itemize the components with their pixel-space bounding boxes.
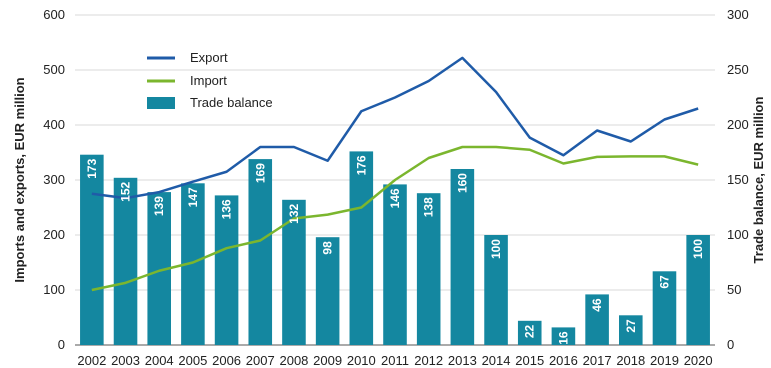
right-tick-label: 50: [727, 282, 741, 297]
bar-data-label: 146: [388, 188, 402, 208]
bar-data-label: 27: [624, 319, 638, 333]
bar-data-label: 46: [590, 298, 604, 312]
trade-balance-bar: [80, 154, 104, 345]
legend-trade-balance-swatch: [147, 97, 175, 109]
x-tick-label: 2011: [381, 353, 409, 368]
trade-balance-bar: [450, 169, 475, 345]
left-tick-label: 500: [43, 62, 65, 77]
right-tick-label: 200: [727, 117, 749, 132]
bar-data-label: 139: [152, 196, 166, 216]
x-tick-label: 2018: [616, 353, 645, 368]
x-tick-label: 2019: [650, 353, 679, 368]
import-line: [91, 145, 699, 292]
x-tick-label: 2020: [684, 353, 713, 368]
trade-balance-bar: [383, 184, 407, 345]
x-tick-label: 2013: [448, 353, 477, 368]
bar-data-label: 22: [523, 324, 537, 338]
x-tick-label: 2007: [246, 353, 275, 368]
x-tick-label: 2006: [212, 353, 241, 368]
bar-data-label: 147: [186, 187, 200, 207]
legend: Export Import Trade balance: [147, 50, 273, 110]
x-tick-label: 2014: [482, 353, 511, 368]
trade-balance-bar: [248, 159, 273, 345]
x-tick-label: 2004: [145, 353, 174, 368]
trade-balance-bar: [585, 294, 609, 345]
x-tick-label: 2003: [111, 353, 140, 368]
x-tick-label: 2005: [178, 353, 207, 368]
x-tick-label: 2010: [347, 353, 376, 368]
x-tick-label: 2012: [414, 353, 443, 368]
left-tick-label: 300: [43, 172, 65, 187]
x-tick-label: 2008: [279, 353, 308, 368]
bar-data-label: 152: [119, 181, 133, 201]
left-tick-label: 400: [43, 117, 65, 132]
series-lines: [91, 56, 699, 292]
trade-balance-bar: [484, 235, 508, 345]
right-tick-label: 100: [727, 227, 749, 242]
bar-data-label: 169: [253, 163, 267, 183]
legend-import-label: Import: [190, 73, 227, 88]
x-tick-label: 2009: [313, 353, 342, 368]
trade-balance-bar: [147, 192, 171, 345]
trade-balance-bar: [517, 320, 542, 345]
trade-balance-bar: [113, 177, 138, 345]
bar-data-label: 16: [556, 331, 570, 345]
x-tick-label: 2015: [515, 353, 544, 368]
export-line: [91, 56, 699, 200]
bar-data-label: 132: [287, 203, 301, 223]
bar-data-label: 100: [691, 239, 705, 259]
x-tick-label: 2016: [549, 353, 578, 368]
right-tick-label: 0: [727, 337, 734, 352]
trade-balance-bar: [349, 151, 374, 345]
legend-trade-balance-label: Trade balance: [190, 95, 273, 110]
legend-export-label: Export: [190, 50, 228, 65]
trade-balance-bar: [686, 235, 710, 345]
bar-data-labels: 173 152 139 147 136 169 132 98 176 146 138 160 100 22…: [85, 155, 705, 345]
bar-data-label: 138: [422, 197, 436, 217]
trade-balance-bar: [551, 327, 576, 345]
x-tick-label: 2017: [583, 353, 612, 368]
right-tick-label: 250: [727, 62, 749, 77]
x-tick-label: 2002: [77, 353, 106, 368]
trade-balance-bars: [80, 151, 710, 345]
right-axis-title: Trade balance, EUR million: [751, 97, 766, 264]
bar-data-label: 100: [489, 239, 503, 259]
left-tick-label: 0: [58, 337, 65, 352]
bar-data-label: 160: [455, 173, 469, 193]
bar-data-label: 173: [85, 158, 99, 178]
bar-data-label: 176: [354, 155, 368, 175]
right-tick-label: 300: [727, 7, 749, 22]
trade-balance-bar: [652, 271, 677, 345]
trade-balance-bar: [416, 193, 441, 345]
trade-balance-bar: [315, 237, 340, 345]
bar-data-label: 98: [321, 241, 335, 255]
trade-balance-bar: [282, 199, 306, 345]
left-tick-label: 200: [43, 227, 65, 242]
left-tick-label: 100: [43, 282, 65, 297]
bar-data-label: 136: [220, 199, 234, 219]
trade-balance-bar: [214, 195, 239, 345]
left-tick-label: 600: [43, 7, 65, 22]
trade-balance-bar: [619, 315, 643, 345]
left-axis-title: Imports and exports, EUR million: [12, 77, 27, 282]
axes: 0 100 200 300 400 500 600 0 50 100 150 200 250 300 200…: [43, 7, 748, 368]
right-tick-label: 150: [727, 172, 749, 187]
trade-balance-bar: [181, 183, 205, 345]
bar-data-label: 67: [657, 275, 671, 289]
